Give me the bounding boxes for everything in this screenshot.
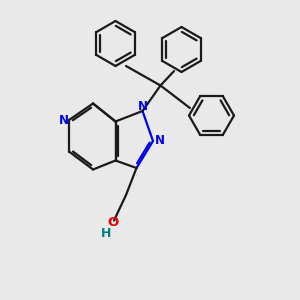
Text: N: N [154,134,165,148]
Text: N: N [137,100,148,113]
Text: H: H [101,226,112,240]
Text: O: O [107,215,118,229]
Text: N: N [58,113,69,127]
